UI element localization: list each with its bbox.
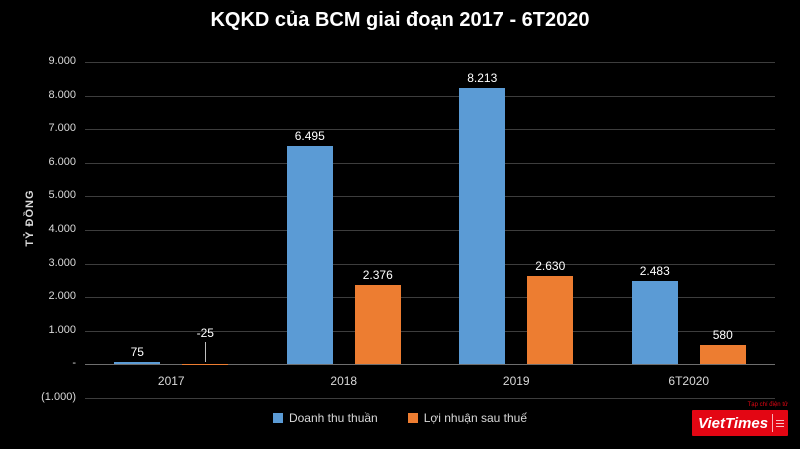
bar-6T2020-series1: [631, 280, 678, 365]
gridline: [85, 196, 775, 198]
y-tick-label: (1.000): [41, 391, 76, 403]
gridline: [85, 398, 775, 399]
zero-axis-line: [85, 364, 775, 366]
y-tick-label: 5.000: [48, 189, 76, 202]
y-tick-label: 9.000: [48, 55, 76, 67]
gridline: [85, 162, 775, 164]
data-label: 8.213: [467, 71, 498, 86]
bar-6T2020-series2: [699, 344, 746, 365]
gridline: [85, 263, 775, 265]
logo-caption: Tạp chí điện tử: [747, 402, 788, 408]
gridline: [85, 230, 775, 231]
y-tick-label: 6.000: [48, 155, 76, 168]
y-tick-label: 3.000: [48, 256, 76, 269]
x-category-label: 2018: [330, 374, 358, 389]
y-tick-label: 7.000: [48, 122, 76, 135]
y-tick-label: 1.000: [48, 323, 76, 336]
y-tick-label: 4.000: [48, 223, 76, 235]
y-tick-label: 2.000: [48, 290, 76, 303]
data-label: 2.376: [362, 267, 393, 282]
bar-2018-series1: [286, 146, 333, 365]
logo-side-decoration: [772, 414, 784, 432]
x-category-label: 2019: [502, 374, 530, 389]
gridline: [85, 62, 775, 63]
legend-item: Doanh thu thuần: [272, 411, 378, 425]
legend-swatch: [407, 413, 418, 423]
gridline: [85, 297, 775, 299]
legend: Doanh thu thuần Lợi nhuận sau thuế: [0, 411, 800, 425]
data-label: -25: [196, 326, 214, 341]
logo-box: VietTimes: [692, 410, 788, 436]
x-category-label: 2017: [157, 374, 185, 389]
data-label: 2.630: [535, 259, 566, 274]
legend-item: Lợi nhuận sau thuế: [407, 411, 528, 425]
legend-label: Lợi nhuận sau thuế: [423, 411, 528, 425]
bar-2017-series2: [182, 364, 229, 366]
bar-2018-series2: [354, 284, 401, 365]
chart-title: KQKD của BCM giai đoạn 2017 - 6T2020: [210, 9, 590, 31]
y-tick-label: -: [72, 357, 76, 370]
label-leader-line: [205, 342, 207, 363]
logo-wordmark: VietTimes: [698, 414, 769, 432]
bar-2019-series2: [527, 276, 574, 365]
plot-area: 2017 75 -25 2018 6.495 2.376 2019 8.213 2.630 6T2…: [85, 62, 775, 399]
data-label: 75: [130, 344, 144, 359]
x-category-label: 6T2020: [668, 374, 710, 389]
data-label: 580: [712, 327, 733, 342]
viettimes-logo: Tạp chí điện tử VietTimes: [692, 402, 788, 436]
bar-2019-series1: [459, 88, 506, 365]
legend-label: Doanh thu thuần: [288, 411, 378, 425]
bar-2017-series1: [114, 361, 161, 365]
gridline: [85, 330, 775, 332]
data-label: 6.495: [294, 129, 325, 144]
data-label: 2.483: [639, 263, 670, 278]
gridline: [85, 129, 775, 131]
y-tick-label: 8.000: [48, 88, 76, 101]
legend-swatch: [272, 413, 283, 423]
gridline: [85, 95, 775, 97]
